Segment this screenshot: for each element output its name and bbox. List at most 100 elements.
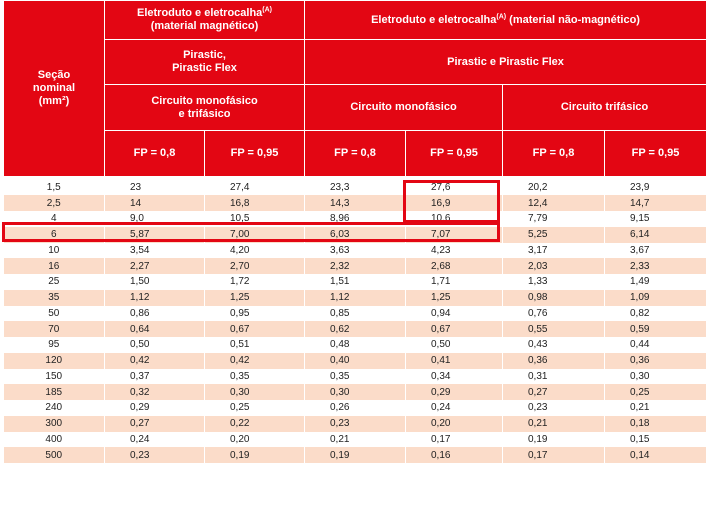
- cell-secao: 400: [3, 431, 105, 448]
- cell-value: 7,07: [405, 226, 503, 243]
- cell-value: 0,42: [104, 352, 205, 369]
- cell-value: 0,17: [502, 447, 605, 463]
- cell-value: 0,14: [604, 447, 708, 463]
- header-fp: FP = 0,95: [405, 130, 503, 178]
- header-product-nao-magnetico: Pirastic e Pirastic Flex: [303, 39, 708, 85]
- cell-value: 3,17: [502, 242, 605, 259]
- cell-value: 0,20: [204, 431, 305, 448]
- cell-value: 0,17: [405, 431, 503, 448]
- table-body: 1,5 23 27,4 23,3 27,6 20,2 23,9 2,5 14 16,8 14,3 16…: [3, 175, 708, 463]
- table-row: 4 9,0 10,5 8,96 10,6 7,79 9,15: [3, 211, 708, 227]
- cell-value: 0,95: [204, 305, 305, 322]
- cell-value: 0,30: [604, 368, 708, 385]
- cell-value: 0,19: [304, 447, 406, 463]
- cell-value: 3,63: [304, 242, 406, 259]
- header-fp: FP = 0,8: [304, 130, 406, 178]
- cell-value: 0,25: [204, 400, 305, 416]
- cell-value: 2,70: [204, 258, 305, 274]
- cell-value: 23,3: [304, 175, 406, 196]
- cell-value: 0,29: [104, 400, 205, 416]
- cell-value: 7,79: [502, 211, 605, 227]
- cell-value: 0,25: [604, 384, 708, 400]
- cell-value: 0,55: [502, 321, 605, 337]
- cell-value: 16,8: [204, 195, 305, 211]
- cell-secao: 35: [3, 289, 105, 306]
- table-row: 400 0,24 0,20 0,21 0,17 0,19 0,15: [3, 431, 708, 448]
- cell-value: 0,26: [304, 400, 406, 416]
- cell-value: 0,64: [104, 321, 205, 337]
- cell-value: 0,22: [204, 415, 305, 432]
- cell-secao: 120: [3, 352, 105, 369]
- cell-secao: 500: [3, 447, 105, 463]
- cell-value: 10,6: [405, 211, 503, 227]
- cell-value: 14,7: [604, 195, 708, 211]
- header-fp: FP = 0,95: [603, 130, 708, 178]
- cell-value: 1,50: [104, 274, 205, 290]
- cell-value: 16,9: [405, 195, 503, 211]
- header-secao-nominal: Seção nominal (mm²): [3, 0, 105, 178]
- cell-value: 1,51: [304, 274, 406, 290]
- cell-value: 0,24: [104, 431, 205, 448]
- cell-secao: 16: [3, 258, 105, 274]
- header-material-magnetico: Eletroduto e eletrocalha(A) (material ma…: [104, 0, 305, 40]
- cell-value: 12,4: [502, 195, 605, 211]
- cell-value: 0,36: [502, 352, 605, 369]
- cell-value: 0,18: [604, 415, 708, 432]
- table-row: 2,5 14 16,8 14,3 16,9 12,4 14,7: [3, 195, 708, 211]
- cell-value: 5,25: [502, 226, 605, 243]
- cell-value: 1,25: [405, 289, 503, 306]
- table-row: 1,5 23 27,4 23,3 27,6 20,2 23,9: [3, 175, 708, 196]
- cell-value: 1,25: [204, 289, 305, 306]
- cell-secao: 6: [3, 226, 105, 243]
- cell-value: 5,87: [104, 226, 205, 243]
- cell-value: 0,34: [405, 368, 503, 385]
- table-row: 6 5,87 7,00 6,03 7,07 5,25 6,14: [3, 226, 708, 243]
- cell-value: 0,48: [304, 337, 406, 353]
- cell-value: 0,36: [604, 352, 708, 369]
- cell-value: 0,82: [604, 305, 708, 322]
- cell-value: 0,44: [604, 337, 708, 353]
- cell-value: 2,33: [604, 258, 708, 274]
- cell-value: 0,51: [204, 337, 305, 353]
- cell-value: 0,35: [304, 368, 406, 385]
- cell-value: 0,23: [304, 415, 406, 432]
- cell-value: 0,23: [502, 400, 605, 416]
- cell-value: 1,33: [502, 274, 605, 290]
- cell-value: 0,43: [502, 337, 605, 353]
- table-row: 300 0,27 0,22 0,23 0,20 0,21 0,18: [3, 415, 708, 432]
- voltage-drop-table: Seção nominal (mm²) Eletroduto e eletroc…: [3, 0, 708, 463]
- cell-secao: 4: [3, 211, 105, 227]
- header-circuito-trifasico: Circuito trifásico: [501, 84, 708, 131]
- cell-value: 0,20: [405, 415, 503, 432]
- cell-value: 20,2: [502, 175, 605, 196]
- cell-value: 0,19: [502, 431, 605, 448]
- cell-value: 1,12: [104, 289, 205, 306]
- cell-value: 0,41: [405, 352, 503, 369]
- cell-value: 23,9: [604, 175, 708, 196]
- cell-value: 0,21: [304, 431, 406, 448]
- header-circuito-monofasico: Circuito monofásico: [304, 84, 503, 131]
- cell-value: 1,72: [204, 274, 305, 290]
- cell-secao: 300: [3, 415, 105, 432]
- cell-value: 0,16: [405, 447, 503, 463]
- cell-value: 0,21: [502, 415, 605, 432]
- cell-secao: 95: [3, 337, 105, 353]
- cell-secao: 185: [3, 384, 105, 400]
- cell-value: 4,20: [204, 242, 305, 259]
- cell-value: 0,37: [104, 368, 205, 385]
- header-product-magnetico: Pirastic, Pirastic Flex: [104, 39, 305, 85]
- table-row: 120 0,42 0,42 0,40 0,41 0,36 0,36: [3, 352, 708, 369]
- cell-value: 0,27: [104, 415, 205, 432]
- cell-value: 0,98: [502, 289, 605, 306]
- cell-value: 2,27: [104, 258, 205, 274]
- cell-value: 0,30: [304, 384, 406, 400]
- cell-value: 9,15: [604, 211, 708, 227]
- cell-value: 6,14: [604, 226, 708, 243]
- cell-secao: 150: [3, 368, 105, 385]
- cell-value: 0,85: [304, 305, 406, 322]
- cell-value: 0,24: [405, 400, 503, 416]
- header-fp: FP = 0,8: [502, 130, 605, 178]
- cell-value: 3,67: [604, 242, 708, 259]
- cell-value: 1,12: [304, 289, 406, 306]
- cell-value: 2,32: [304, 258, 406, 274]
